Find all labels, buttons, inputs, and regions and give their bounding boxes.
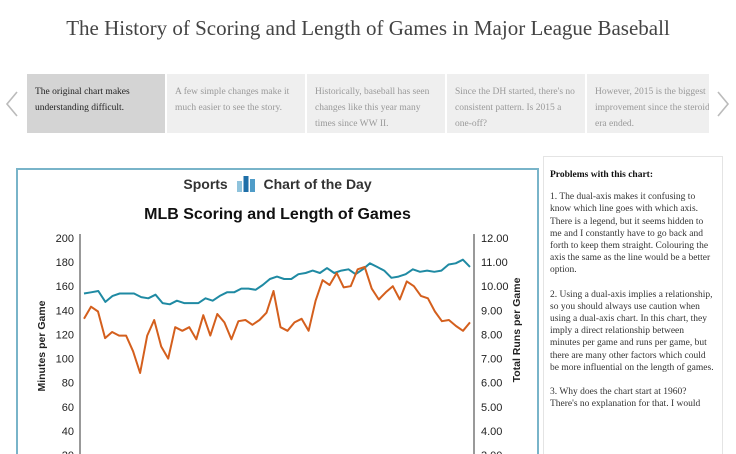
brand-chart-of-the-day-label: Chart of the Day	[263, 176, 372, 192]
y-right-tick-label: 3.00	[481, 450, 502, 454]
page-title: The History of Scoring and Length of Gam…	[66, 16, 670, 40]
chevron-right-icon	[717, 91, 730, 117]
y-left-tick-label: 100	[56, 354, 74, 366]
y-left-tick-label: 60	[62, 402, 74, 414]
y-left-tick-label: 80	[62, 378, 74, 390]
y-right-tick-label: 4.00	[481, 426, 502, 438]
y-left-tick-label: 140	[56, 305, 74, 317]
runs-per-game-line	[83, 265, 471, 374]
y-left-tick-label: 160	[56, 281, 74, 293]
bar-chart-icon	[236, 176, 255, 192]
y-right-tick-label: 7.00	[481, 354, 502, 366]
carousel-slide-5[interactable]: However, 2015 is the biggest improvement…	[587, 74, 709, 133]
notes-paragraph-3: 3. Why does the chart start at 1960? The…	[550, 387, 701, 410]
notes-paragraph-2: 2. Using a dual-axis implies a relations…	[550, 289, 714, 373]
notes-heading: Problems with this chart:	[550, 170, 653, 180]
brand-sports-label: Sports	[183, 176, 228, 192]
y-right-tick-label: 5.00	[481, 402, 502, 414]
y-left-tick-label: 180	[56, 257, 74, 269]
line-chart: 200 180 160 140 120 100 80 60 40 20 12.00 11.00 10.0…	[36, 233, 523, 454]
y-left-tick-label: 200	[56, 233, 74, 245]
y-left-tick-label: 120	[56, 329, 74, 341]
y-right-tick-label: 9.00	[481, 305, 502, 317]
chart-panel: Sports Chart of the Day MLB Scoring and …	[16, 168, 539, 454]
minutes-per-game-line	[83, 258, 471, 306]
carousel-slide-1[interactable]: The original chart makes understanding d…	[27, 74, 165, 133]
y-right-tick-label: 8.00	[481, 329, 502, 341]
carousel-next-button[interactable]	[715, 90, 731, 118]
notes-panel: Problems with this chart: 1. The dual-ax…	[543, 156, 723, 454]
y-right-tick-label: 11.00	[481, 257, 508, 269]
carousel-track: The original chart makes understanding d…	[27, 74, 709, 133]
carousel-prev-button[interactable]	[4, 90, 20, 118]
y-left-tick-label: 20	[62, 450, 74, 454]
carousel-slide-3[interactable]: Historically, baseball has seen changes …	[307, 74, 445, 133]
chevron-left-icon	[5, 91, 18, 117]
carousel-slide-2[interactable]: A few simple changes make it much easier…	[167, 74, 305, 133]
carousel-slide-4[interactable]: Since the DH started, there's no consist…	[447, 74, 585, 133]
chart-title: MLB Scoring and Length of Games	[144, 206, 411, 223]
y-left-tick-label: 40	[62, 426, 74, 438]
y-right-tick-label: 10.00	[481, 281, 509, 293]
y-left-axis-title: Minutes per Game	[36, 300, 48, 391]
y-right-axis-title: Total Runs per Game	[511, 277, 523, 382]
notes-paragraph-1: 1. The dual-axis makes it confusing to k…	[550, 192, 711, 276]
y-right-tick-label: 12.00	[481, 233, 509, 245]
y-right-tick-label: 6.00	[481, 378, 502, 390]
chart-brand: Sports Chart of the Day	[18, 175, 537, 192]
